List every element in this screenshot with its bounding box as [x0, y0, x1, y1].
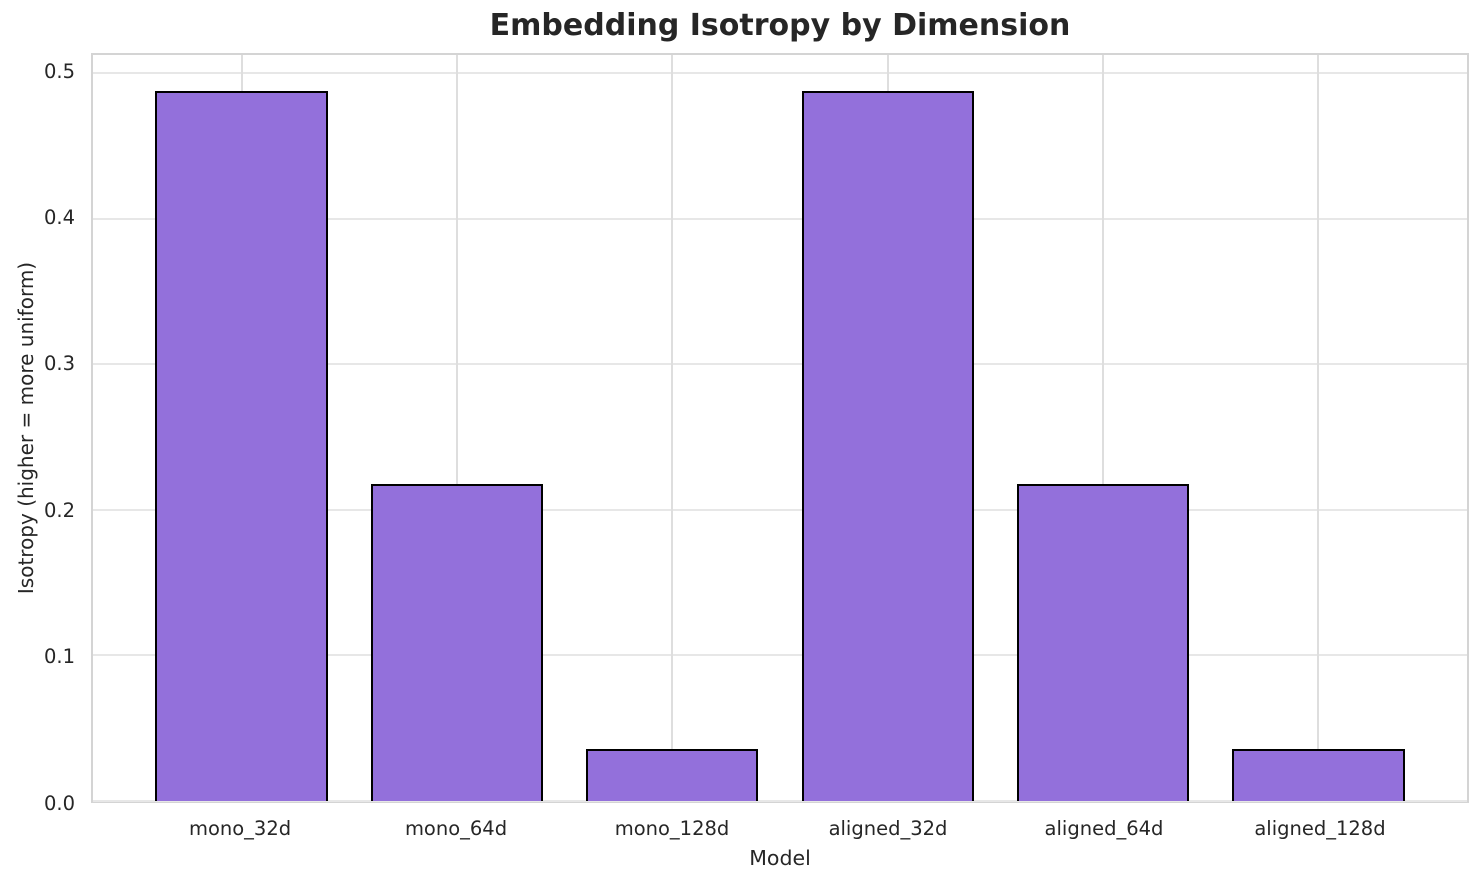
x-tick-label: mono_64d: [404, 817, 508, 840]
y-tick-label: 0.5: [43, 59, 75, 83]
gridline-horizontal: [93, 363, 1467, 366]
bar-aligned_64d: [1016, 483, 1190, 801]
gridline-horizontal: [93, 508, 1467, 511]
x-tick-label: aligned_64d: [1044, 817, 1164, 840]
x-axis-label: Model: [749, 846, 811, 870]
gridline-vertical: [455, 55, 458, 801]
chart-title: Embedding Isotropy by Dimension: [489, 8, 1071, 43]
gridline-vertical: [1317, 55, 1320, 801]
y-tick-labels: 0.0 0.1 0.2 0.3 0.4 0.5: [0, 53, 83, 812]
y-tick-label: 0.4: [43, 205, 75, 229]
y-tick-label: 0.3: [43, 352, 75, 376]
bar-mono_128d: [586, 748, 759, 801]
gridline-vertical: [1102, 55, 1105, 801]
x-tick-label: mono_32d: [188, 817, 292, 840]
bar-mono_32d: [155, 90, 328, 801]
x-tick-label: aligned_32d: [828, 817, 948, 840]
x-tick-label: mono_128d: [614, 817, 730, 840]
plot-area: [91, 53, 1469, 803]
gridline-horizontal: [93, 72, 1467, 75]
bar-aligned_128d: [1232, 748, 1405, 801]
gridline-horizontal: [93, 800, 1467, 802]
gridline-horizontal: [93, 217, 1467, 220]
gridline-vertical: [671, 55, 674, 801]
y-tick-label: 0.2: [43, 498, 75, 522]
y-tick-label: 0.1: [43, 644, 75, 668]
bar-mono_64d: [370, 483, 544, 801]
gridline-horizontal: [93, 654, 1467, 657]
y-tick-label: 0.0: [43, 791, 75, 815]
x-tick-labels: mono_32d mono_64d mono_128d aligned_32d alig…: [91, 803, 1469, 843]
bar-aligned_32d: [801, 90, 974, 801]
x-tick-label: aligned_128d: [1254, 817, 1386, 840]
